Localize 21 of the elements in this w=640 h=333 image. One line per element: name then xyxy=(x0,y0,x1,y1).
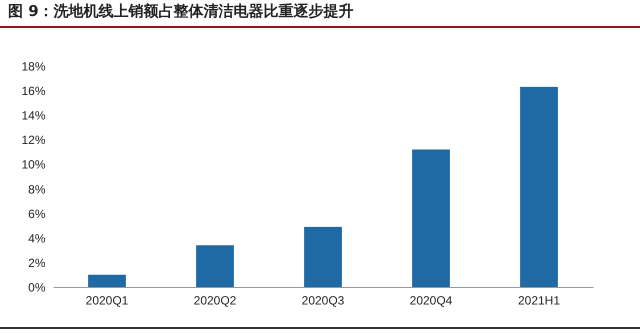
y-tick-label: 14% xyxy=(21,108,46,123)
bar xyxy=(520,86,558,287)
x-tick-label: 2020Q2 xyxy=(194,294,237,308)
bar xyxy=(88,274,126,287)
x-tick-label: 2021H1 xyxy=(518,294,560,308)
x-tick-label: 2020Q1 xyxy=(86,294,129,308)
y-tick-label: 12% xyxy=(21,133,46,148)
y-tick-label: 4% xyxy=(28,231,46,246)
x-tick-label: 2020Q3 xyxy=(302,294,345,308)
y-tick-label: 6% xyxy=(28,206,46,221)
y-tick-label: 16% xyxy=(21,84,46,98)
y-tick-label: 18% xyxy=(21,60,46,74)
y-tick-label: 2% xyxy=(28,256,46,270)
bar xyxy=(412,149,450,287)
y-tick-label: 10% xyxy=(21,158,46,172)
bar xyxy=(304,226,342,287)
bar xyxy=(196,245,234,287)
x-tick-label: 2020Q4 xyxy=(410,294,453,308)
chart-title: 图 9：洗地机线上销额占整体清洁电器比重逐步提升 xyxy=(8,2,354,21)
y-tick-label: 8% xyxy=(28,182,46,196)
y-tick-label: 0% xyxy=(28,280,46,294)
